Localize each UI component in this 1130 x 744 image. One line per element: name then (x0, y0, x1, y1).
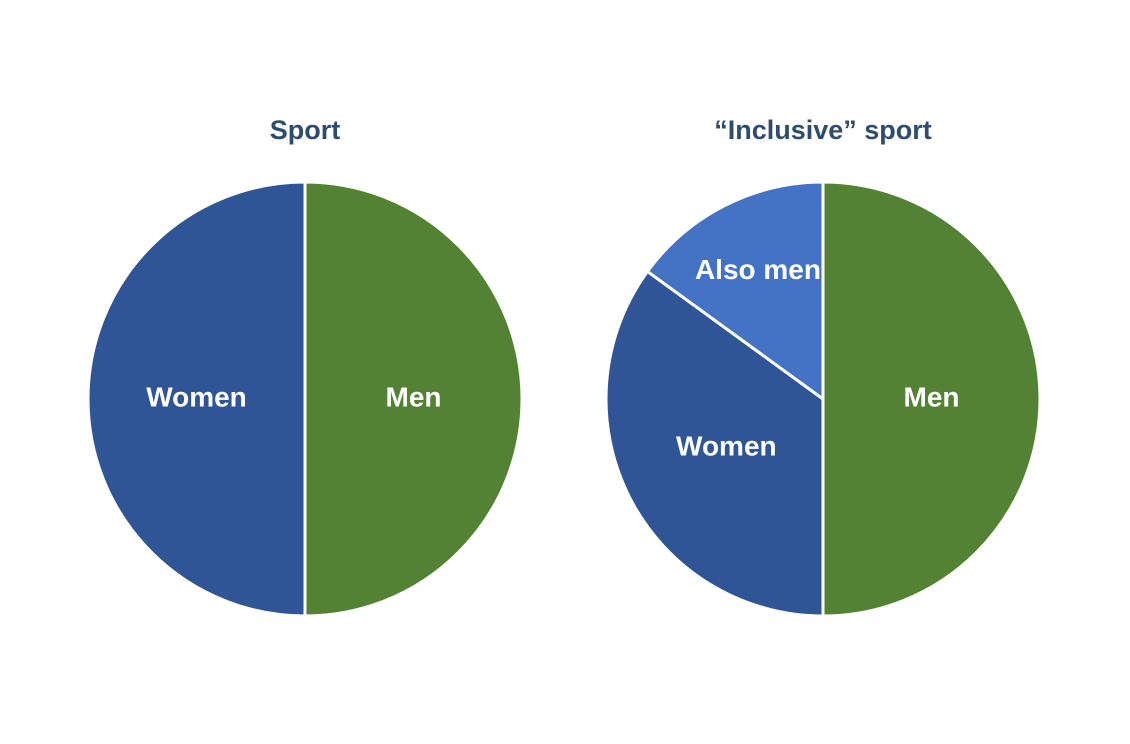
slice-label: Men (386, 381, 442, 412)
pie-slice (604, 269, 825, 618)
chart-title: “Inclusive” sport (714, 115, 932, 145)
pie-slice (303, 180, 524, 618)
pie-slice (645, 180, 825, 402)
pie-slice (86, 180, 307, 618)
chart-title: Sport (270, 115, 341, 145)
slice-label: Women (676, 431, 777, 462)
slice-label: Men (904, 381, 960, 412)
slice-label: Also men (695, 254, 821, 285)
slice-label: Women (146, 381, 247, 412)
pie-slice (821, 180, 1042, 618)
